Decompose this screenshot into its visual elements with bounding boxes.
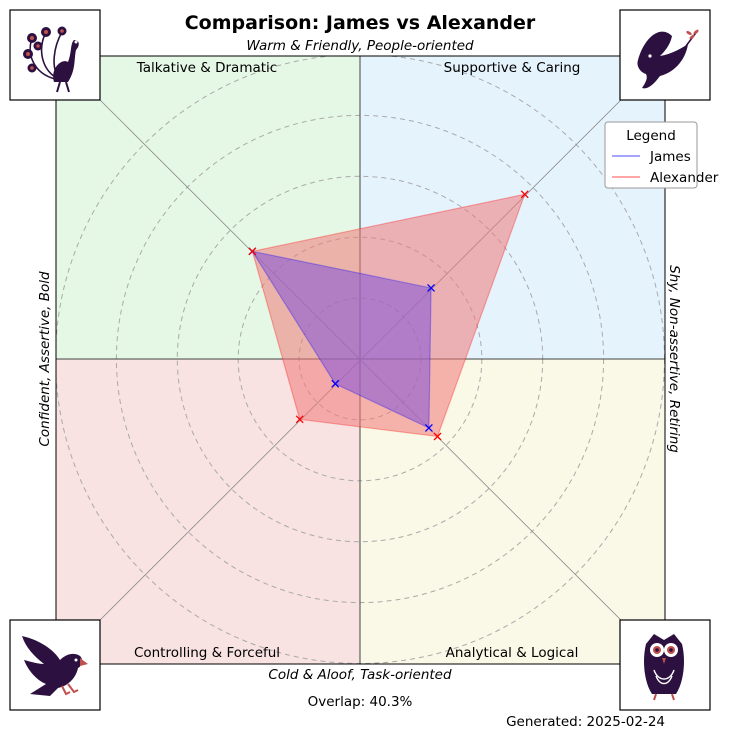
legend-title: Legend — [626, 128, 676, 144]
legend-entry-alexander: Alexander — [650, 170, 719, 186]
axis-label-bottom: Cold & Aloof, Task-oriented — [268, 667, 452, 683]
data-point-alexander — [295, 415, 304, 424]
generated-text: Generated: 2025-02-24 — [506, 714, 665, 730]
quadrant-label-bottom-right: Analytical & Logical — [446, 645, 579, 661]
legend: Legend James Alexander — [604, 121, 719, 189]
peacock-icon — [9, 9, 101, 101]
data-point-james — [331, 379, 340, 388]
data-point-alexander — [520, 190, 529, 199]
eagle-icon — [9, 619, 101, 711]
axis-label-top: Warm & Friendly, People-oriented — [246, 38, 474, 54]
quadrant-label-top-left: Talkative & Dramatic — [136, 60, 277, 76]
owl-icon — [619, 619, 711, 711]
overlap-text: Overlap: 40.3% — [308, 694, 413, 710]
data-point-alexander — [248, 247, 257, 256]
plot-frame — [55, 55, 666, 665]
axis-label-left: Confident, Assertive, Bold — [37, 271, 53, 447]
data-point-james — [427, 283, 436, 292]
series-layer — [248, 190, 529, 441]
data-point-alexander — [433, 432, 442, 441]
quadrant-label-top-right: Supportive & Caring — [444, 60, 581, 76]
quadrant-label-bottom-left: Controlling & Forceful — [134, 645, 280, 661]
legend-entry-james: James — [649, 149, 691, 165]
data-point-james — [424, 423, 433, 432]
axis-label-right: Shy, Non-assertive, Retiring — [666, 265, 682, 453]
chart-title: Comparison: James vs Alexander — [185, 12, 536, 34]
dove-icon — [619, 9, 711, 101]
